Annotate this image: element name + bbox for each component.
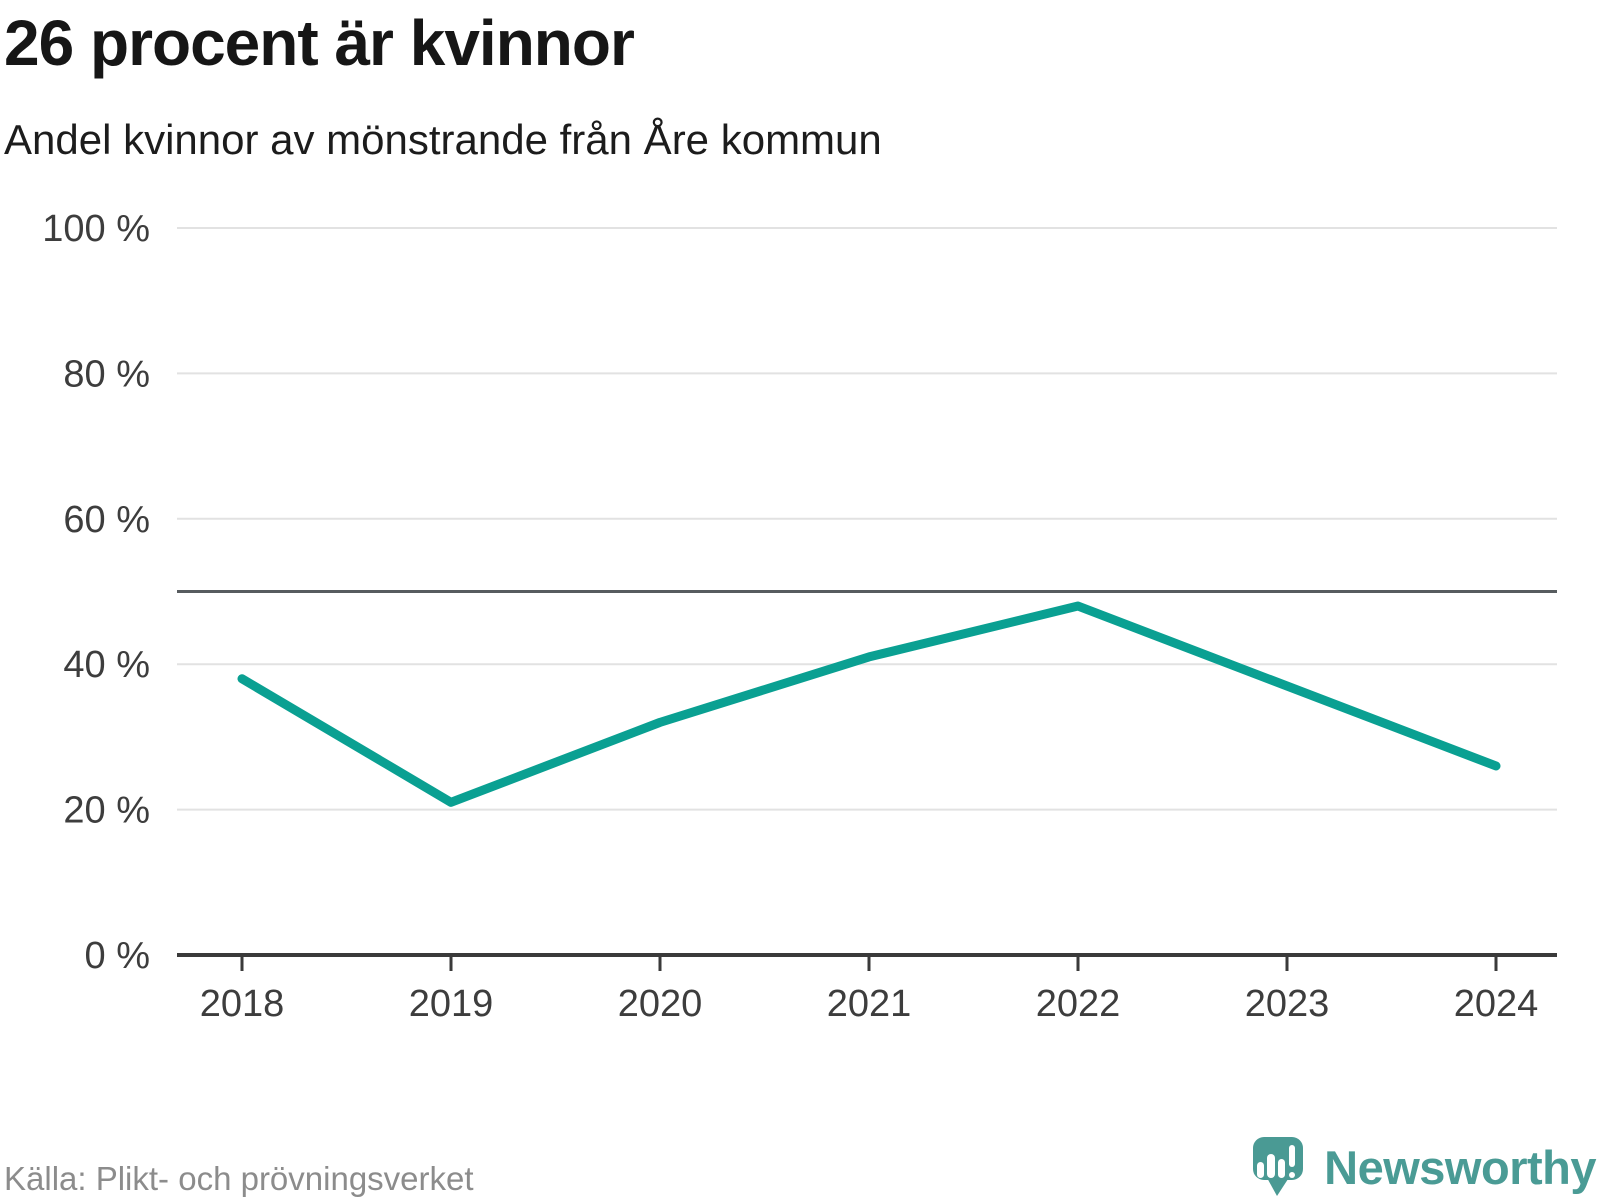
- y-tick-label: 80 %: [63, 353, 150, 395]
- y-tick-label: 100 %: [42, 208, 150, 250]
- exclamation-bar-icon: [1289, 1145, 1296, 1167]
- x-tick-label: 2018: [200, 983, 285, 1025]
- exclamation-dot-icon: [1289, 1172, 1296, 1178]
- x-tick-label: 2019: [409, 983, 494, 1025]
- newsworthy-icon: [1253, 1137, 1304, 1196]
- y-tick-label: 60 %: [63, 499, 150, 541]
- bar-tall-icon: [1267, 1154, 1276, 1178]
- x-tick-label: 2021: [827, 983, 912, 1025]
- newsworthy-logo: Newsworthy: [1252, 1136, 1596, 1200]
- bar-medium-icon: [1278, 1159, 1286, 1178]
- y-tick-label: 20 %: [63, 790, 150, 832]
- chart-title: 26 procent är kvinnor: [4, 7, 635, 79]
- bar-small-icon: [1257, 1162, 1265, 1178]
- newsworthy-wordmark: Newsworthy: [1324, 1141, 1596, 1194]
- chart-subtitle: Andel kvinnor av mönstrande från Åre kom…: [4, 116, 882, 163]
- x-tick-label: 2020: [618, 983, 703, 1025]
- x-tick-label: 2022: [1036, 983, 1121, 1025]
- y-tick-label: 0 %: [85, 935, 150, 977]
- data-line: [237, 601, 1501, 807]
- source-note: Källa: Plikt- och prövningsverket: [4, 1160, 474, 1197]
- y-tick-label: 40 %: [63, 644, 150, 686]
- x-tick-label: 2023: [1245, 983, 1330, 1025]
- x-tick-label: 2024: [1454, 983, 1539, 1025]
